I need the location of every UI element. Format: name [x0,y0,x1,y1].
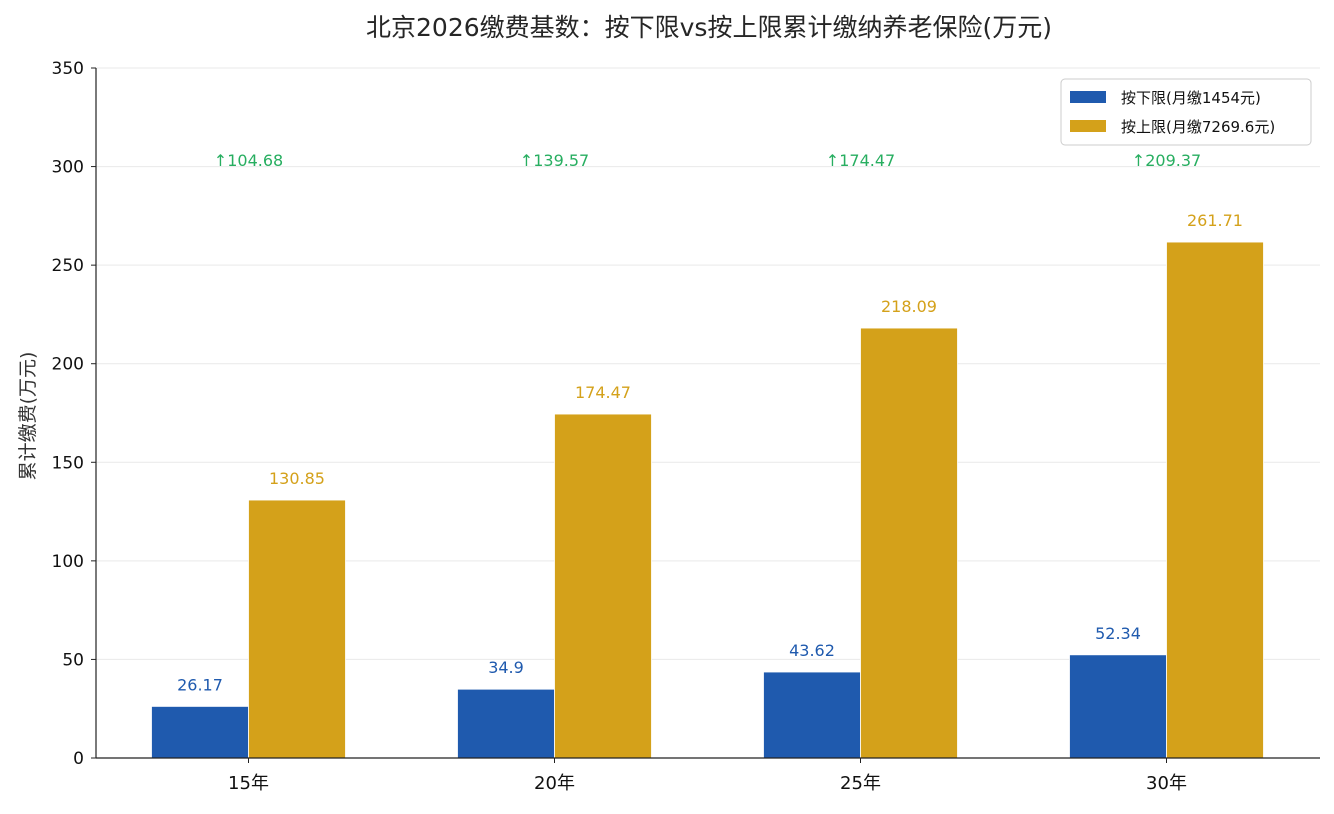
y-tick-label: 200 [52,355,84,375]
y-tick-label: 300 [52,158,84,178]
y-tick-label: 250 [52,256,84,276]
legend-label-upper: 按上限(月缴7269.6元) [1121,118,1275,136]
bar-label-lower: 43.62 [789,641,835,660]
bar-lower-limit [457,688,555,759]
y-tick-label: 350 [52,59,84,79]
bar-lower-limit [151,706,249,759]
legend-label-lower: 按下限(月缴1454元) [1121,89,1261,107]
legend-swatch-upper [1070,120,1106,132]
bar-upper-limit [248,499,346,759]
y-tick-label: 100 [52,552,84,572]
difference-label: ↑104.68 [214,151,283,170]
bar-value-labels: 26.17 130.85 ↑104.68 34.9 174.47 ↑139.57 43.62… [177,151,1243,694]
bar-label-upper: 130.85 [269,469,325,488]
chart-title: 北京2026缴费基数：按下限vs按上限累计缴纳养老保险(万元) [366,13,1052,42]
bar-lower-limit [763,671,861,759]
bar-label-upper: 261.71 [1187,211,1243,230]
bar-label-lower: 34.9 [488,658,524,677]
y-tick-label: 50 [62,650,84,670]
difference-label: ↑174.47 [826,151,895,170]
legend: 按下限(月缴1454元) 按上限(月缴7269.6元) [1060,78,1312,146]
y-axis-label: 累计缴费(万元) [17,352,39,481]
bars [151,241,1264,759]
bar-upper-limit [1166,241,1264,759]
x-tick-label: 25年 [840,773,881,794]
y-tick-label: 0 [73,749,84,769]
bar-lower-limit [1069,654,1167,759]
x-tick-label: 30年 [1146,773,1187,794]
legend-swatch-lower [1070,91,1106,103]
axes: 0 50 100 150 200 250 300 350 15年 20年 25年 30年 [52,59,1320,794]
bar-upper-limit [860,327,958,759]
x-tick-label: 20年 [534,773,575,794]
bar-label-lower: 26.17 [177,675,223,694]
bar-label-upper: 174.47 [575,383,631,402]
bar-label-upper: 218.09 [881,297,937,316]
legend-box [1060,78,1312,146]
bar-label-lower: 52.34 [1095,624,1141,643]
difference-label: ↑209.37 [1132,151,1201,170]
bar-upper-limit [554,413,652,759]
y-tick-label: 150 [52,453,84,473]
difference-label: ↑139.57 [520,151,589,170]
x-tick-label: 15年 [228,773,269,794]
